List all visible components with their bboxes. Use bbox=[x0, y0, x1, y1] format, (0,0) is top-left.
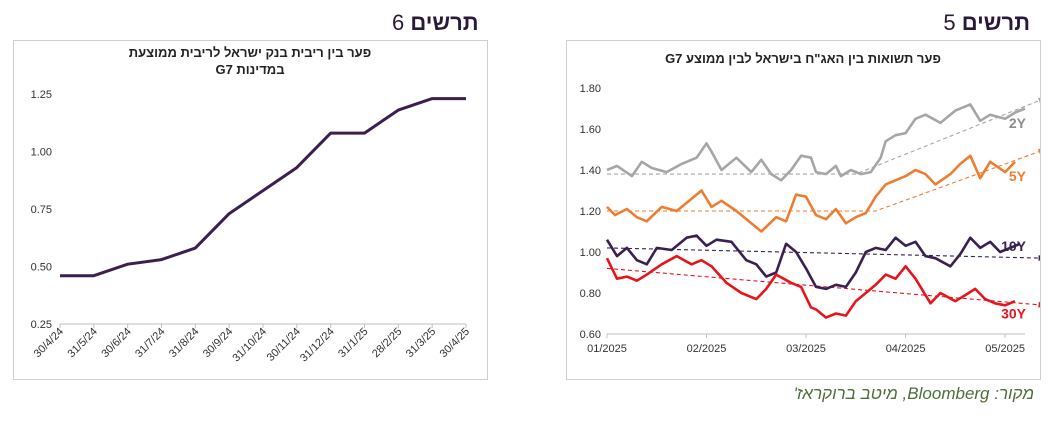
trend-line-30y bbox=[606, 267, 1045, 306]
x-tick-label: 05/2025 bbox=[985, 343, 1025, 355]
y-tick-label: 1.00 bbox=[580, 247, 601, 259]
x-tick-label: 31/3/25 bbox=[404, 326, 438, 360]
series-label-5y: 5Y bbox=[1009, 168, 1027, 184]
rate-gap-chart: פער בין ריבית בנק ישראל לריבית ממוצעת במ… bbox=[31, 45, 473, 365]
y-tick-label: 1.25 bbox=[31, 89, 52, 101]
figure-5-label: תרשים bbox=[961, 10, 1030, 35]
y-tick-label: 0.50 bbox=[31, 262, 52, 274]
trend-line-10y bbox=[606, 247, 1045, 259]
y-tick-label: 0.25 bbox=[31, 319, 52, 331]
series-label-10y: 10Y bbox=[1001, 238, 1027, 254]
trend-arrowhead-10y bbox=[1038, 254, 1045, 262]
series-line-rate-gap bbox=[60, 97, 466, 278]
chart-panel-yield-spread: פער תשואות בין האג"ח בישראל לבין ממוצע G… bbox=[566, 40, 1046, 380]
figure-6-number: 6 bbox=[392, 10, 405, 35]
y-tick-label: 0.60 bbox=[580, 329, 601, 341]
x-tick-label: 31/5/24 bbox=[66, 326, 100, 360]
series-label-2y: 2Y bbox=[1009, 115, 1027, 131]
x-tick-label: 30/4/25 bbox=[438, 326, 472, 360]
y-tick-label: 1.40 bbox=[580, 165, 601, 177]
y-tick-label: 1.60 bbox=[580, 124, 601, 136]
y-tick-label: 1.80 bbox=[580, 83, 601, 95]
series-line-10y bbox=[605, 234, 1021, 291]
y-tick-label: 0.75 bbox=[31, 204, 52, 216]
trend-arrowhead-30y bbox=[1038, 301, 1045, 308]
trend-line-2y bbox=[607, 97, 1046, 175]
x-tick-label: 30/6/24 bbox=[99, 326, 133, 360]
y-tick-label: 0.80 bbox=[580, 288, 601, 300]
series-line-2y bbox=[606, 103, 1026, 182]
x-tick-label: 02/2025 bbox=[687, 343, 727, 355]
x-tick-label: 31/12/24 bbox=[298, 326, 337, 365]
figure-5-title: תרשים 5 bbox=[943, 10, 1030, 36]
x-tick-label: 30/11/24 bbox=[265, 326, 303, 364]
figure-5-number: 5 bbox=[943, 10, 956, 35]
series-line-5y bbox=[606, 154, 1016, 233]
series-label-30y: 30Y bbox=[1001, 306, 1027, 322]
x-tick-label: 31/1/25 bbox=[336, 326, 370, 360]
x-tick-label: 03/2025 bbox=[786, 343, 826, 355]
trend-arrowhead-2y bbox=[1037, 97, 1045, 104]
x-tick-label: 01/2025 bbox=[587, 343, 627, 355]
chart-title-line1: פער בין ריבית בנק ישראל לריבית ממוצעת bbox=[129, 45, 371, 60]
chart-panel-rate-gap: פער בין ריבית בנק ישראל לריבית ממוצעת במ… bbox=[13, 40, 488, 380]
x-tick-label: 31/7/24 bbox=[133, 326, 167, 360]
x-tick-label: 28/2/25 bbox=[370, 326, 404, 360]
chart-title-line2: במדינות G7 bbox=[215, 62, 284, 77]
figure-6-title: תרשים 6 bbox=[392, 10, 479, 36]
x-tick-label: 31/8/24 bbox=[167, 326, 201, 360]
y-tick-label: 1.00 bbox=[31, 147, 52, 159]
trend-line-5y bbox=[607, 148, 1046, 212]
y-tick-label: 1.20 bbox=[580, 206, 601, 218]
x-tick-label: 31/10/24 bbox=[230, 326, 269, 365]
chart-title: פער תשואות בין האג"ח בישראל לבין ממוצע G… bbox=[665, 51, 941, 66]
source-note: מקור: Bloomberg, מיטב ברוקראז' bbox=[793, 384, 1034, 403]
x-tick-label: 04/2025 bbox=[886, 343, 926, 355]
figure-6-label: תרשים bbox=[410, 10, 479, 35]
series-line-30y bbox=[605, 254, 1016, 319]
yield-spread-chart: פער תשואות בין האג"ח בישראל לבין ממוצע G… bbox=[580, 51, 1046, 355]
